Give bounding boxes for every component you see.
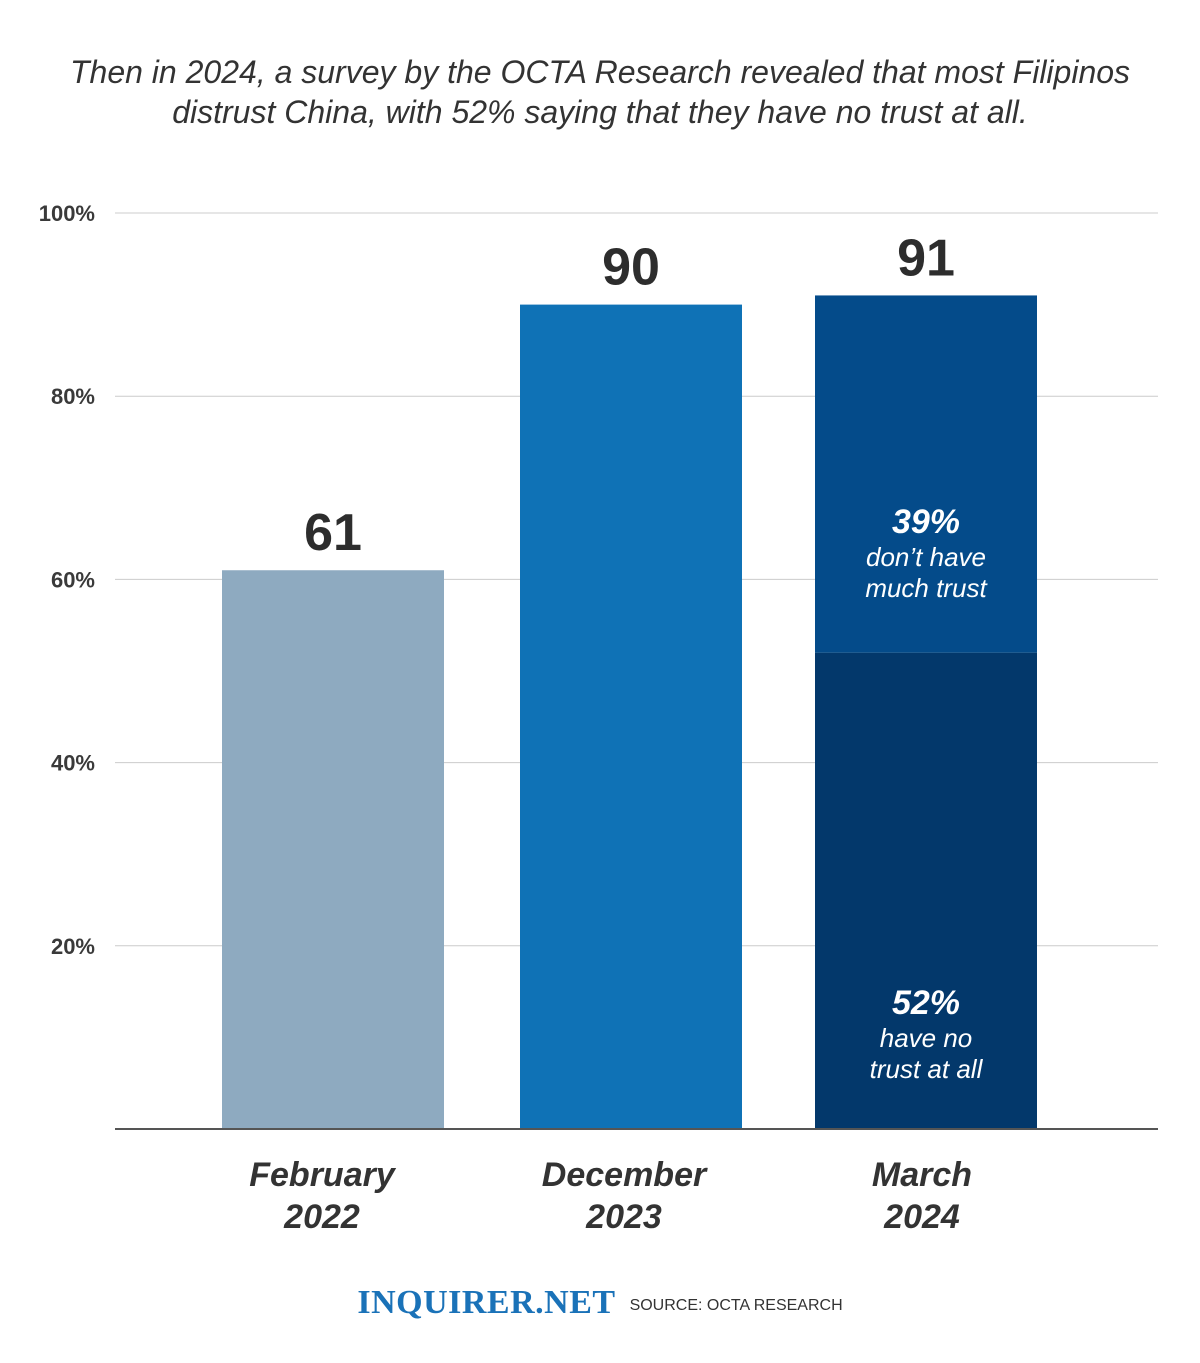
- x-axis: February 2022 December 2023 March 2024: [115, 1128, 1158, 1236]
- bar-segment-no-trust: [815, 652, 1037, 1129]
- x-category-label: 2024: [883, 1198, 960, 1236]
- segment-description: trust at all: [870, 1054, 984, 1084]
- brand-logo[interactable]: INQUIRER.NET: [357, 1284, 616, 1321]
- y-tick-label: 60%: [51, 567, 95, 592]
- segment-percent-label: 39%: [892, 503, 960, 541]
- bar: [520, 304, 742, 1130]
- segment-description: much trust: [865, 573, 988, 603]
- x-category-label: 2022: [283, 1198, 360, 1236]
- x-category-label: December: [542, 1156, 708, 1194]
- y-tick-label: 100%: [39, 201, 95, 226]
- bar-total-label: 91: [897, 229, 955, 287]
- bar-segment-not-much-trust: [815, 295, 1037, 653]
- x-category-label: March: [872, 1156, 972, 1194]
- bar-total-label: 90: [602, 239, 660, 297]
- segment-percent-label: 52%: [892, 984, 960, 1022]
- footer: INQUIRER.NET SOURCE: OCTA RESEARCH: [0, 1284, 1200, 1322]
- segment-description: have no: [880, 1023, 973, 1053]
- y-tick-label: 80%: [51, 384, 95, 409]
- x-category-label: February: [249, 1156, 397, 1194]
- segment-description: don’t have: [866, 542, 986, 572]
- bar: [222, 570, 444, 1129]
- source-note: SOURCE: OCTA RESEARCH: [629, 1297, 843, 1314]
- y-tick-label: 20%: [51, 934, 95, 959]
- bars: [222, 295, 1037, 1130]
- bar-total-label: 61: [304, 504, 362, 562]
- y-tick-label: 40%: [51, 751, 95, 776]
- chart-title: Then in 2024, a survey by the OCTA Resea…: [69, 54, 1131, 130]
- x-category-label: 2023: [585, 1198, 662, 1236]
